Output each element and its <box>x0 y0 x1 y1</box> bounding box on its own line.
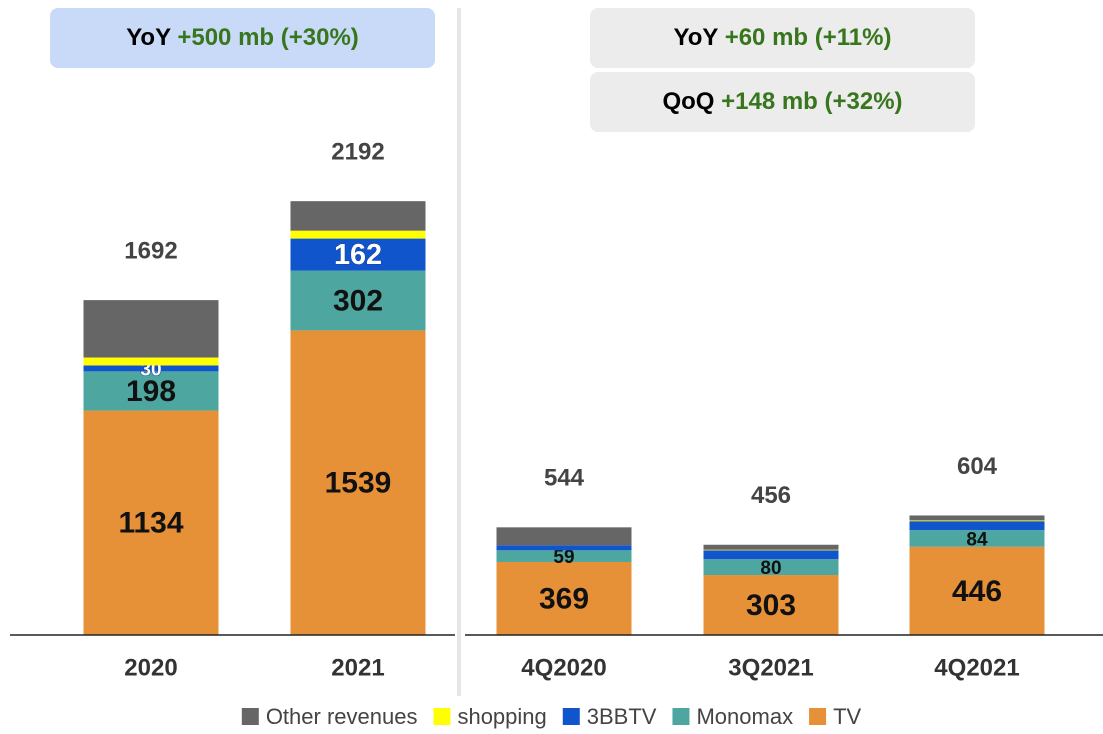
data-label: 446 <box>952 575 1002 608</box>
annotation-value: +148 mb (+32%) <box>721 88 902 115</box>
x-tick-label: 2020 <box>124 654 177 681</box>
x-tick-label: 3Q2021 <box>728 654 813 681</box>
annotation-value: +60 mb (+11%) <box>725 24 892 51</box>
total-label: 544 <box>544 465 585 492</box>
data-label: 84 <box>966 529 988 550</box>
bar-segment <box>83 357 219 366</box>
legend-label: Other revenues <box>266 704 418 729</box>
bar-segment <box>290 201 426 231</box>
bar-segment <box>909 521 1045 531</box>
divider <box>457 8 461 696</box>
total-label: 604 <box>957 453 998 480</box>
legend-label: TV <box>833 704 861 729</box>
x-tick-label: 2021 <box>331 654 384 681</box>
annotation-box <box>590 8 975 68</box>
bar-segment <box>496 561 632 635</box>
x-tick-label: 4Q2021 <box>934 654 1019 681</box>
bar-segment <box>496 545 632 551</box>
bar-segment <box>290 270 426 331</box>
bar-segment <box>83 371 219 411</box>
annotation-label: YoY <box>126 24 171 51</box>
legend-label: Monomax <box>696 704 793 729</box>
legend-swatch <box>809 708 827 725</box>
bar-segment <box>290 230 426 239</box>
bar-segment <box>703 559 839 576</box>
data-label: 1539 <box>325 467 392 500</box>
bar-segment <box>83 300 219 358</box>
bar-segment <box>83 365 219 372</box>
annotation: YoY +60 mb (+11%) <box>674 24 892 51</box>
total-label: 2192 <box>331 139 384 166</box>
bar-segment <box>703 550 839 560</box>
legend-label: 3BBTV <box>587 704 657 729</box>
data-label: 80 <box>760 558 781 579</box>
bar-segment <box>496 527 632 546</box>
x-tick-label: 4Q2020 <box>521 654 606 681</box>
annotation-box <box>50 8 435 68</box>
bar-segment <box>290 330 426 635</box>
data-label: 302 <box>333 284 383 317</box>
bar-segment <box>909 546 1045 635</box>
bar-segment <box>83 410 219 635</box>
annotation-value: +500 mb (+30%) <box>177 24 358 51</box>
bar-segment <box>703 544 839 550</box>
total-label: 1692 <box>124 237 177 264</box>
legend-swatch <box>241 708 259 725</box>
data-label: 59 <box>553 547 574 568</box>
bar-segment <box>703 575 839 635</box>
annotation-label: QoQ <box>662 88 714 115</box>
data-label: 369 <box>539 582 589 615</box>
annotation: QoQ +148 mb (+32%) <box>662 88 902 115</box>
data-label: 198 <box>126 375 176 408</box>
bar-segment <box>909 530 1045 547</box>
bar-segment <box>909 520 1045 522</box>
legend-swatch <box>672 708 690 725</box>
bar-segment <box>909 515 1045 521</box>
total-label: 456 <box>751 482 791 509</box>
bar-segment <box>290 238 426 271</box>
bar-segment <box>703 549 839 551</box>
data-label: 303 <box>746 589 796 622</box>
annotation-box <box>590 72 975 132</box>
legend-swatch <box>433 708 451 725</box>
bar-segment <box>496 550 632 562</box>
legend-swatch <box>562 708 580 725</box>
annotation: YoY +500 mb (+30%) <box>126 24 359 51</box>
annotation-label: YoY <box>674 24 719 51</box>
legend-label: shopping <box>457 704 546 729</box>
data-label: 1134 <box>118 507 183 540</box>
data-label: 162 <box>334 239 382 271</box>
